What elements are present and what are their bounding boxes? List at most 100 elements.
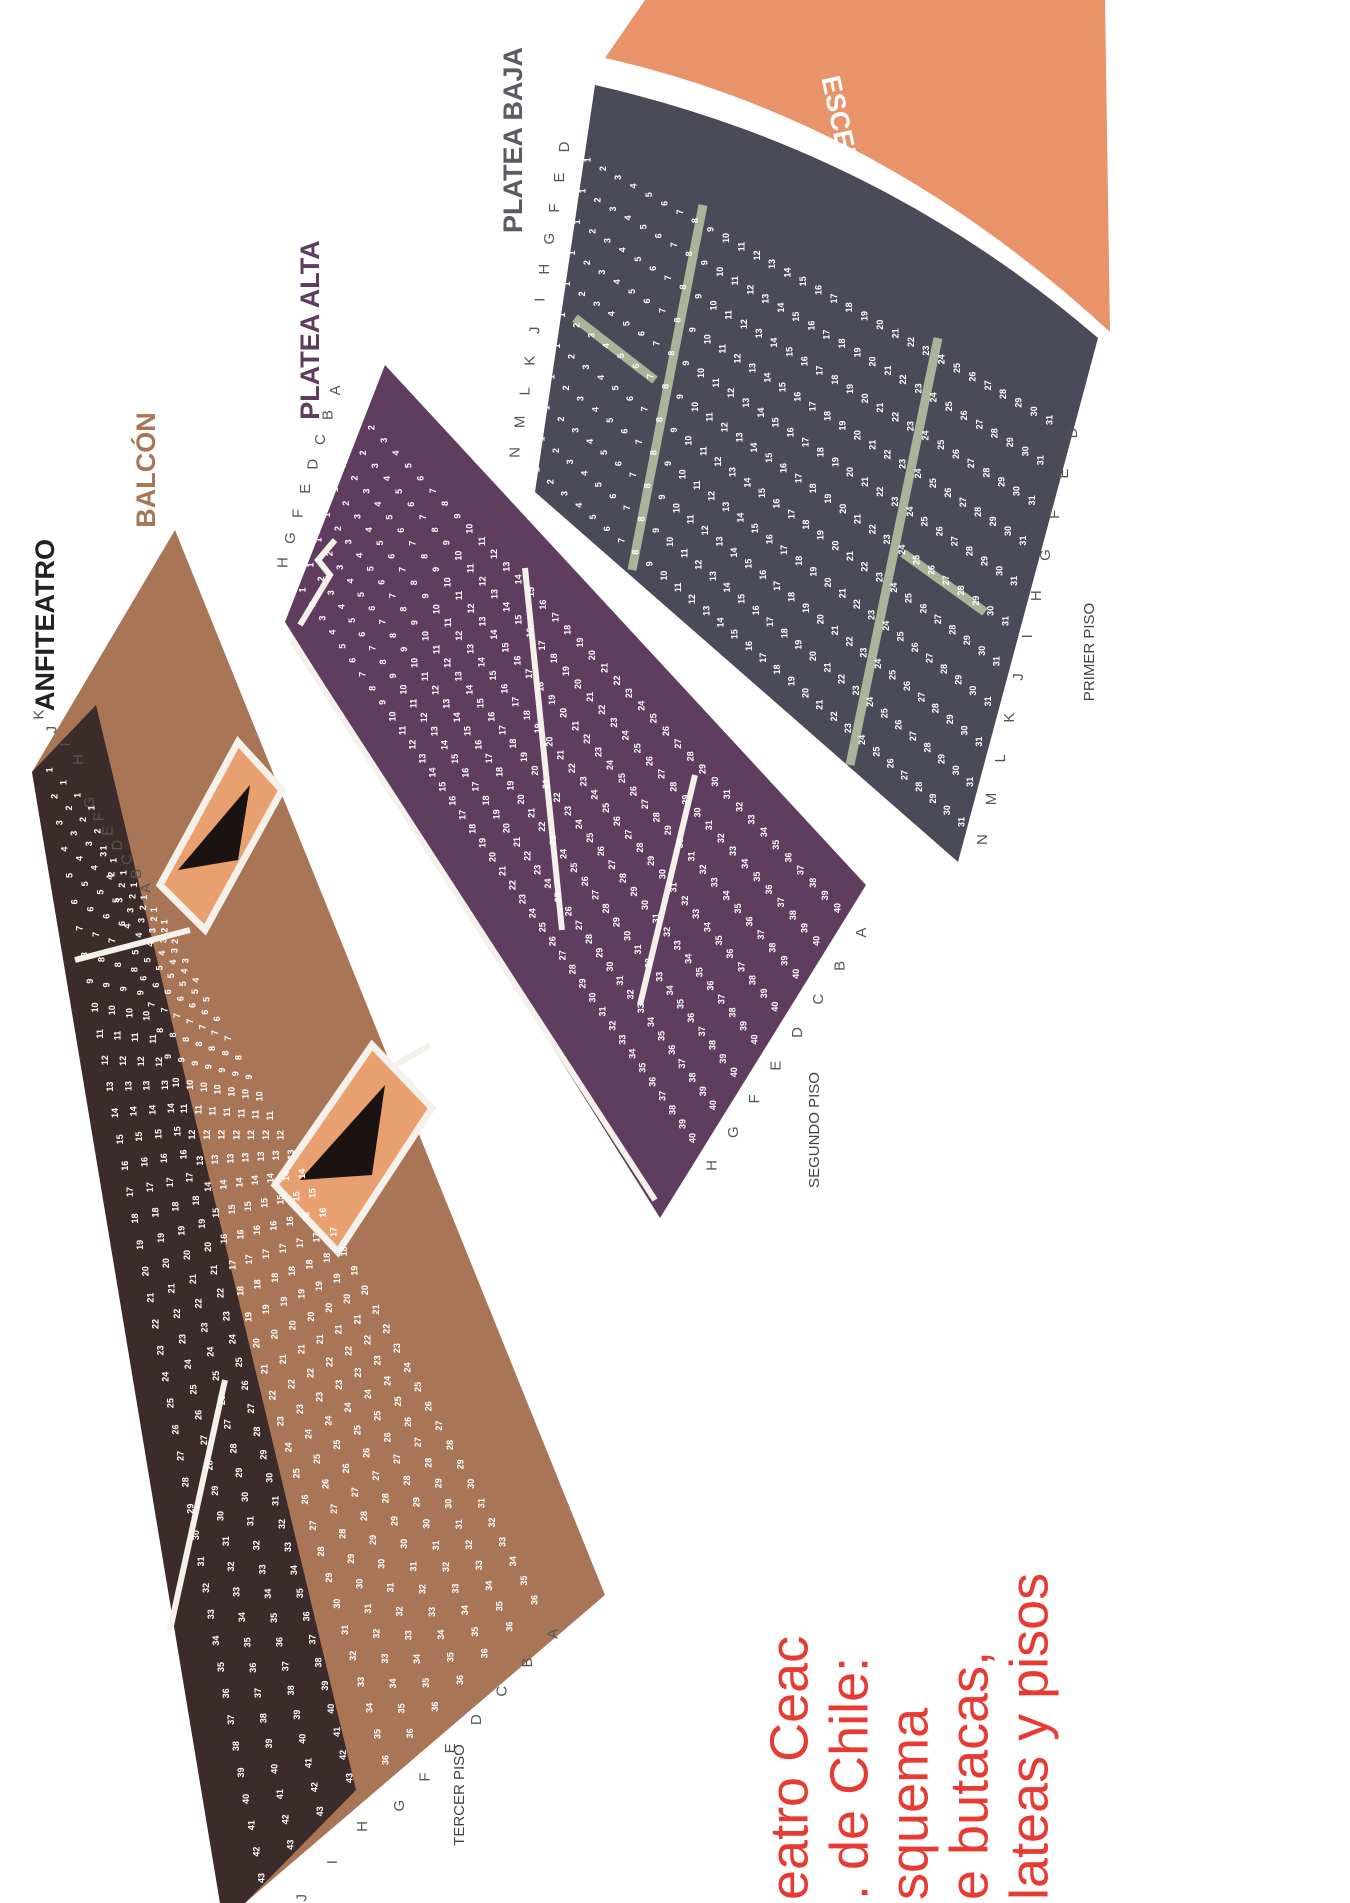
seat-number: 25 [373, 1411, 383, 1421]
seat-number: 20 [251, 1338, 261, 1348]
seat-number: 29 [937, 754, 947, 764]
seat-number: 14 [729, 548, 739, 558]
seat-number: 20 [502, 823, 512, 833]
seat-number: 23 [874, 572, 884, 582]
seat-number: 28 [914, 782, 924, 792]
seat-number: 11 [409, 699, 419, 709]
seat-number: 31 [477, 1498, 487, 1508]
seat-number: 20 [324, 1303, 334, 1313]
row-label: A [327, 385, 344, 395]
seat-number: 15 [243, 1201, 253, 1211]
seat-number: 12 [478, 576, 488, 586]
seat-number: 1 [72, 793, 82, 798]
seat-number: 18 [837, 339, 847, 349]
seat-number: 25 [211, 1371, 221, 1381]
seat-number: 5 [638, 224, 648, 229]
seat-number: 9 [377, 700, 387, 705]
seat-number: 9 [420, 593, 430, 598]
seat-number: 1 [330, 487, 340, 492]
seat-number: 1 [346, 437, 356, 442]
seat-number: 12 [431, 685, 441, 695]
seat-number: 33 [673, 940, 683, 950]
row-label: F [90, 812, 107, 821]
seat-number: 3 [148, 928, 158, 933]
row-label: H [1028, 590, 1045, 601]
seat-number: 23 [906, 421, 916, 431]
seat-number: 21 [600, 663, 610, 673]
seat-number: 35 [470, 1627, 480, 1637]
seat-number: 30 [710, 777, 720, 787]
seat-number: 16 [318, 1208, 328, 1218]
row-label: D [556, 141, 573, 152]
seat-number: 26 [217, 1395, 227, 1405]
seat-number: 15 [291, 1191, 301, 1201]
seat-number: 30 [640, 900, 650, 910]
seat-number: 40 [298, 1734, 308, 1744]
seat-number: 22 [890, 412, 900, 422]
seat-number: 22 [875, 487, 885, 497]
seat-number: 39 [236, 1767, 246, 1777]
seat-number: 9 [399, 647, 409, 652]
caption-line: lateas y pisos [999, 1573, 1059, 1900]
seat-number: 20 [845, 467, 855, 477]
seat-number: 10 [421, 631, 431, 641]
seat-number: 18 [779, 628, 789, 638]
seat-number: 4 [596, 375, 606, 380]
seat-number: 22 [172, 1309, 182, 1319]
seat-number: 15 [513, 615, 523, 625]
seat-number: 1 [562, 281, 572, 286]
seat-number: 29 [962, 635, 972, 645]
seat-number: 9 [190, 1061, 200, 1066]
seat-number: 20 [838, 504, 848, 514]
seat-number: 26 [886, 758, 896, 768]
seat-number: 17 [278, 1243, 288, 1253]
seat-number: 27 [590, 890, 600, 900]
seat-number: 23 [890, 497, 900, 507]
seat-number: 22 [507, 880, 517, 890]
seat-number: 4 [134, 933, 144, 938]
seat-number: 1 [139, 895, 149, 900]
seat-number: 28 [964, 546, 974, 556]
aisle [522, 567, 565, 931]
row-label: E [100, 826, 117, 836]
seat-number: 29 [971, 596, 981, 606]
seat-number: 16 [525, 628, 535, 638]
seat-number: 12 [454, 631, 464, 641]
seat-number: 20 [288, 1320, 298, 1330]
seat-number: 1 [572, 219, 582, 224]
seat-number: 29 [979, 556, 989, 566]
seat-number: 21 [822, 663, 832, 673]
seat-number: 33 [691, 909, 701, 919]
seat-number: 4 [612, 279, 622, 284]
seat-number: 4 [579, 471, 589, 476]
seat-number: 16 [499, 684, 509, 694]
seat-number: 10 [387, 711, 397, 721]
seat-number: 14 [129, 1106, 139, 1116]
seat-number: 16 [140, 1157, 150, 1167]
seat-number: 21 [297, 1344, 307, 1354]
seat-number: 9 [119, 986, 129, 991]
seat-number: 39 [320, 1681, 330, 1691]
seat-number: 10 [90, 1002, 100, 1012]
floor-label: SEGUNDO PISO [806, 1072, 823, 1188]
seat-number: 29 [258, 1450, 268, 1460]
seat-number: 3 [570, 428, 580, 433]
seat-number: 34 [460, 1605, 470, 1615]
seat-number: 14 [489, 630, 499, 640]
seat-number: 29 [390, 1516, 400, 1526]
seat-number: 26 [382, 1432, 392, 1442]
seat-number: 36 [686, 1013, 696, 1023]
seat-number: 28 [990, 428, 1000, 438]
seat-number: 23 [843, 723, 853, 733]
seat-number: 29 [663, 825, 673, 835]
seat-number: 41 [303, 1758, 313, 1768]
seat-number: 3 [361, 489, 371, 494]
seat-number: 13 [489, 589, 499, 599]
seat-number: 10 [454, 551, 464, 561]
seat-number: 27 [623, 829, 633, 839]
seat-number: 8 [672, 318, 682, 323]
seat-number: 14 [219, 1180, 229, 1190]
seat-number: 2 [117, 883, 127, 888]
section-title: ANFITEATRO [30, 539, 60, 711]
seat-number: 14 [514, 574, 524, 584]
